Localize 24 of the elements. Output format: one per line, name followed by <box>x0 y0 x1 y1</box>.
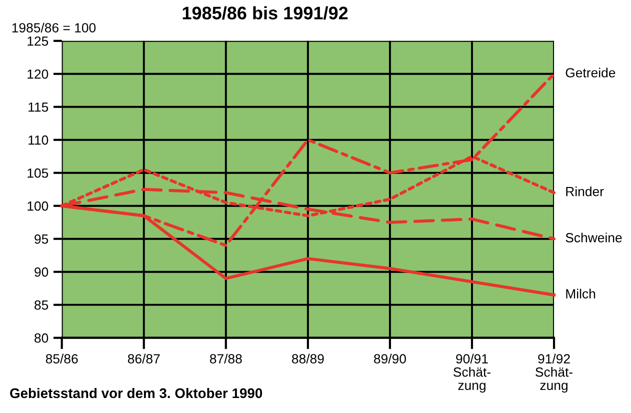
series-label: Milch <box>566 288 596 298</box>
x-tick-label: 87/88 <box>210 354 242 364</box>
x-tick-label: 86/87 <box>128 354 160 364</box>
y-tick-label: 80 <box>34 333 48 343</box>
x-tick-label: 89/90 <box>374 354 406 364</box>
y-tick-label: 105 <box>28 168 48 178</box>
series-label: Schweine <box>566 232 622 242</box>
x-tick-label: 91/92 Schät- zung <box>536 354 572 393</box>
y-tick-label: 120 <box>28 69 48 79</box>
chart-title: 1985/86 bis 1991/92 <box>182 6 348 20</box>
y-tick-label: 110 <box>28 135 48 145</box>
x-tick-label: 90/91 Schät- zung <box>454 354 490 393</box>
y-axis-title: 1985/86 = 100 <box>12 22 96 32</box>
x-tick-label: 88/89 <box>292 354 324 364</box>
series-label: Rinder <box>566 186 604 196</box>
y-tick-label: 100 <box>28 201 48 211</box>
y-tick-label: 125 <box>28 36 48 46</box>
y-tick-label: 85 <box>34 300 48 310</box>
series-label: Getreide <box>566 68 616 78</box>
x-tick-label: 85/86 <box>46 354 78 364</box>
y-tick-label: 115 <box>28 102 48 112</box>
text: Gebietsstand vor dem 3. Oktober 1990 <box>10 388 262 398</box>
y-tick-label: 95 <box>34 234 48 244</box>
y-tick-label: 90 <box>34 267 48 277</box>
